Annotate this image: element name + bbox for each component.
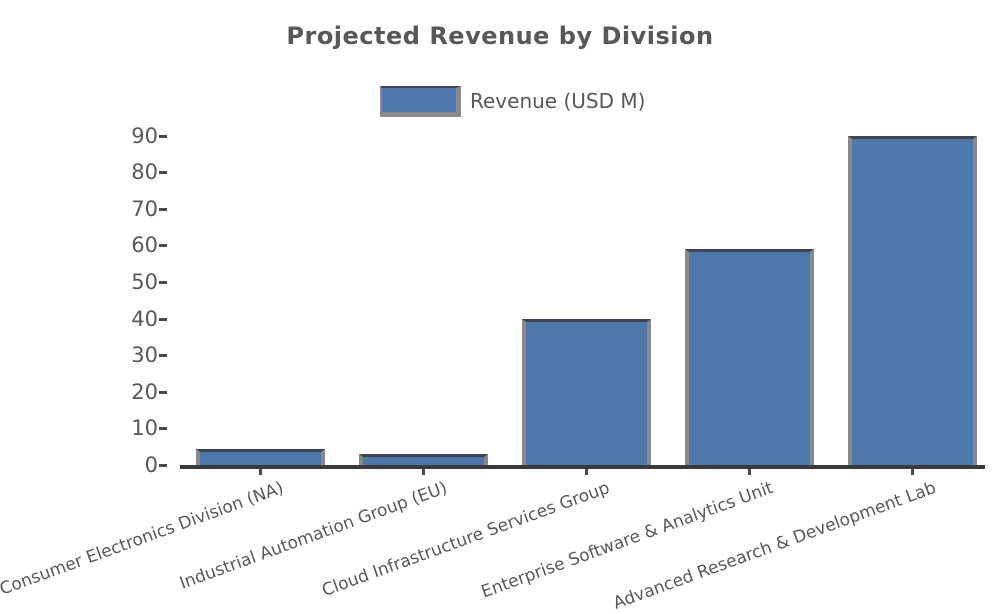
y-tick-mark: [159, 390, 167, 394]
y-tick-label: 50: [131, 270, 158, 294]
bar-4: [684, 249, 814, 465]
x-tick-label: Enterprise Software & Analytics Unit: [478, 478, 776, 603]
y-tick-label: 70: [131, 196, 158, 221]
y-tick-label: 0: [144, 453, 158, 477]
y-tick-label: 80: [131, 160, 158, 185]
y-tick-mark: [159, 244, 167, 248]
chart-page: { "chart_data": { "type": "bar", "title"…: [0, 22, 985, 614]
x-tick-label: Consumer Electronics Division (NA): [0, 478, 287, 600]
y-tick-mark: [159, 207, 167, 211]
y-tick-label: 30: [131, 343, 158, 368]
legend-color-swatch: [380, 86, 461, 117]
x-tick-mark: [585, 469, 588, 475]
y-tick-mark: [159, 354, 167, 358]
y-tick-label: 90: [131, 123, 158, 148]
y-tick-label: 20: [131, 379, 158, 404]
bar-5: [847, 136, 977, 465]
x-tick-label: Industrial Automation Group (EU): [176, 478, 450, 594]
y-tick-mark: [159, 317, 167, 321]
bar-2: [358, 454, 488, 465]
bar-3: [521, 319, 651, 465]
x-tick-label: Advanced Research & Development Lab: [610, 478, 939, 614]
y-tick-mark: [159, 427, 167, 431]
x-tick-mark: [911, 469, 914, 475]
bar-1: [195, 449, 325, 465]
x-tick-mark: [422, 469, 425, 475]
y-tick-label: 40: [131, 306, 158, 331]
y-tick-mark: [159, 171, 167, 175]
x-tick-label: Cloud Infrastructure Services Group: [319, 478, 613, 601]
y-tick-label: 10: [131, 416, 158, 441]
y-tick-mark: [159, 134, 167, 138]
x-tick-mark: [748, 469, 751, 475]
x-tick-mark: [259, 469, 262, 475]
legend-label: Revenue (USD M): [470, 89, 646, 113]
chart-title: Projected Revenue by Division: [286, 22, 714, 50]
y-tick-mark: [159, 464, 167, 467]
x-axis-spine: [180, 465, 985, 469]
y-tick-mark: [159, 281, 167, 284]
y-tick-label: 60: [131, 233, 158, 258]
